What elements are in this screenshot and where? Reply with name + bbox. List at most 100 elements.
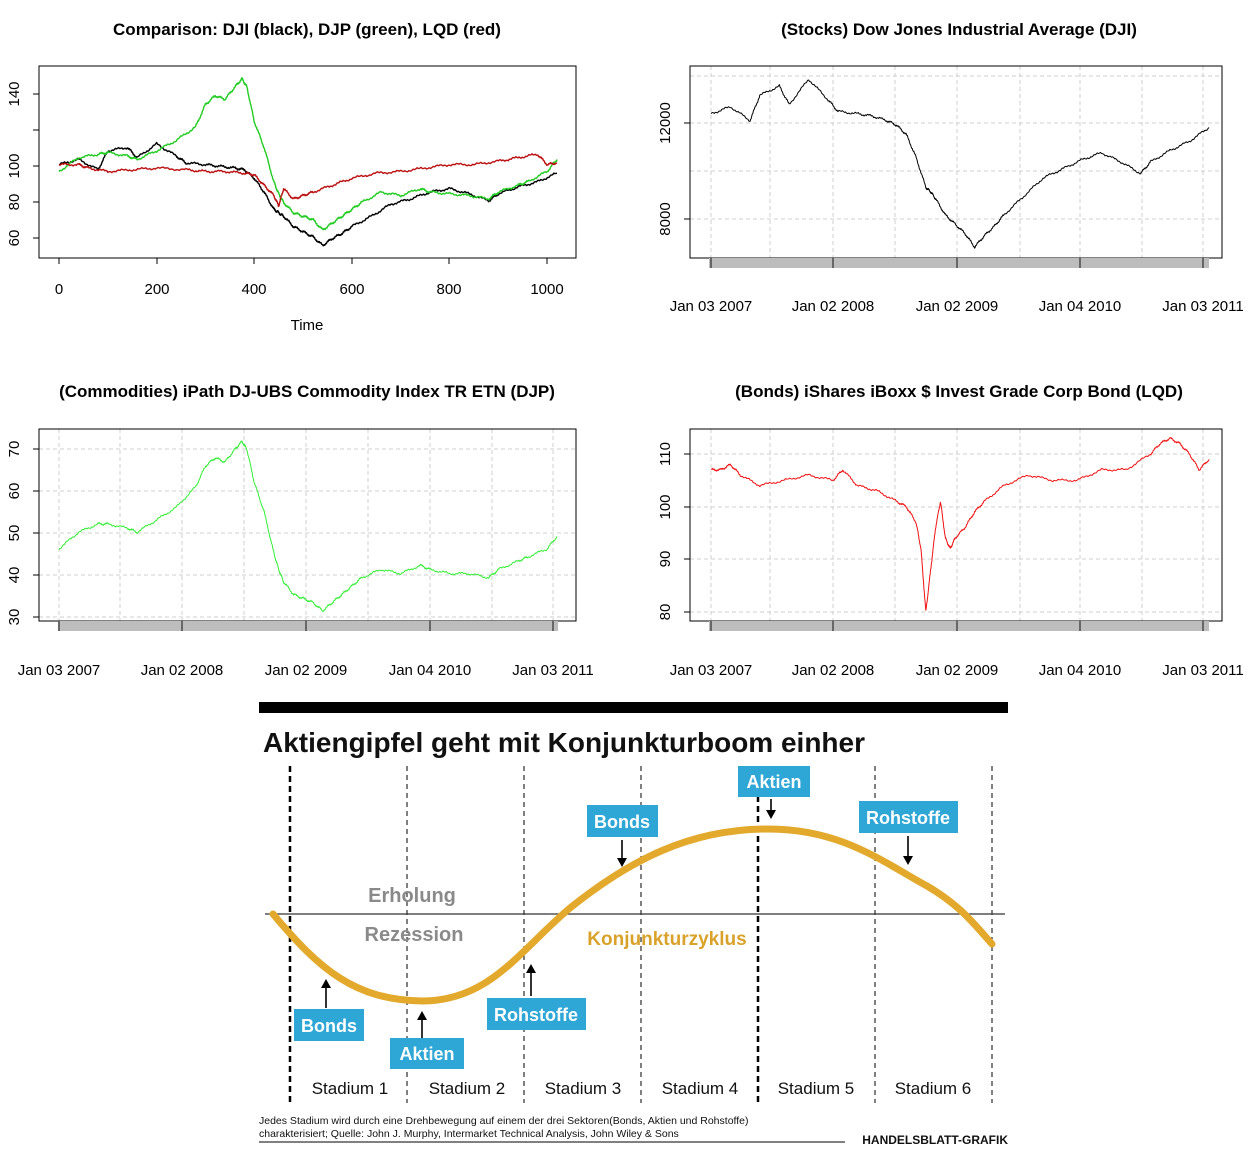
arrow-down-icon [766, 810, 776, 819]
curve-label: Konjunkturzyklus [587, 929, 746, 950]
comparison-x-tick-label: 800 [436, 281, 461, 298]
series-line-lqd [58, 153, 558, 208]
djp-grid [39, 429, 576, 621]
djp-date-rug [58, 621, 558, 631]
lqd-grid [690, 429, 1222, 621]
djp-y-tick-label: 60 [6, 483, 23, 500]
dji-y-tick-label: 12000 [657, 102, 674, 144]
comparison-x-tick-label: 400 [241, 281, 266, 298]
comparison-series-layer [58, 77, 558, 247]
arrow-down-icon [903, 856, 913, 865]
marker-box [587, 805, 658, 837]
footnote-line-2: charakterisiert; Quelle: John J. Murphy,… [259, 1128, 679, 1140]
djp-x-tick-label: Jan 03 2011 [512, 662, 593, 679]
cycle-diagram: Aktiengipfel geht mit Konjunkturboom ein… [259, 702, 1008, 1147]
marker-label: Aktien [746, 772, 801, 792]
arrow-down-icon [617, 858, 627, 867]
dji-x-tick-label: Jan 03 2007 [670, 298, 753, 315]
footnote-line-1: Jedes Stadium wird durch eine Drehbewegu… [259, 1115, 749, 1127]
comparison-x-axis-label: Time [291, 317, 324, 334]
djp-y-tick-label: 50 [6, 525, 23, 542]
dji-date-rug [709, 258, 1209, 268]
dji-rug-ticks [710, 258, 1204, 268]
djp-chart: (Commodities) iPath DJ-UBS Commodity Ind… [6, 382, 594, 679]
marker-label: Bonds [594, 812, 650, 832]
dji-chart: (Stocks) Dow Jones Industrial Average (D… [657, 20, 1244, 315]
stage-label: Stadium 6 [895, 1079, 972, 1098]
lqd-series-layer [710, 437, 1210, 611]
comparison-y-tick-label: 140 [6, 81, 23, 106]
comparison-chart-title: Comparison: DJI (black), DJP (green), LQ… [113, 20, 501, 39]
stage-label: Stadium 4 [662, 1079, 739, 1098]
marker-bonds-high: Bonds [587, 805, 658, 867]
handelsblatt-credit: HANDELSBLATT-GRAFIK [862, 1133, 1008, 1147]
diagram-title: Aktiengipfel geht mit Konjunkturboom ein… [263, 727, 865, 758]
djp-chart-title: (Commodities) iPath DJ-UBS Commodity Ind… [59, 382, 555, 401]
djp-x-tick-label: Jan 04 2010 [389, 662, 472, 679]
diagram-top-bar [259, 702, 1008, 713]
marker-aktien-low: Aktien [390, 1011, 464, 1069]
marker-bonds-low: Bonds [294, 979, 364, 1041]
djp-x-tick-label: Jan 02 2009 [265, 662, 348, 679]
marker-box [738, 766, 810, 797]
djp-series-layer [58, 440, 558, 612]
marker-box [390, 1038, 464, 1069]
lqd-x-tick-label: Jan 03 2007 [670, 662, 753, 679]
comparison-y-tick-label: 60 [6, 230, 23, 247]
dji-series-layer [710, 79, 1210, 249]
marker-label: Rohstoffe [866, 808, 950, 828]
comparison-x-tick-label: 1000 [530, 281, 563, 298]
djp-y-tick-label: 70 [6, 441, 23, 458]
stage-label: Stadium 2 [429, 1079, 506, 1098]
arrow-up-icon [417, 1011, 427, 1020]
lqd-x-tick-label: Jan 02 2009 [916, 662, 999, 679]
marker-aktien-high: Aktien [738, 766, 810, 819]
marker-box [487, 998, 586, 1030]
series-line-lqd [710, 437, 1210, 611]
djp-rug-ticks [58, 621, 554, 631]
dji-x-tick-label: Jan 04 2010 [1039, 298, 1122, 315]
marker-rohstoffe-high: Rohstoffe [859, 801, 958, 865]
stage-label: Stadium 5 [778, 1079, 855, 1098]
dji-x-tick-label: Jan 02 2008 [792, 298, 875, 315]
comparison-x-tick-label: 200 [144, 281, 169, 298]
rezession-label: Rezession [365, 924, 464, 946]
djp-x-tick-label: Jan 02 2008 [141, 662, 224, 679]
comparison-x-tick-label: 0 [55, 281, 63, 298]
arrow-up-icon [321, 979, 331, 988]
lqd-x-tick-label: Jan 02 2008 [792, 662, 875, 679]
series-line-dji [58, 141, 558, 247]
lqd-x-tick-label: Jan 03 2011 [1162, 662, 1243, 679]
djp-x-tick-label: Jan 03 2007 [18, 662, 101, 679]
lqd-y-tick-label: 80 [657, 604, 674, 621]
marker-rohstoffe-low: Rohstoffe [487, 964, 586, 1030]
business-cycle-curve [269, 825, 996, 1005]
lqd-y-tick-label: 110 [657, 442, 674, 466]
dji-x-tick-label: Jan 03 2011 [1162, 298, 1243, 315]
dji-grid [690, 66, 1222, 258]
djp-y-tick-label: 40 [6, 567, 23, 584]
lqd-y-tick-label: 90 [657, 551, 674, 568]
comparison-chart: Comparison: DJI (black), DJP (green), LQ… [6, 20, 577, 334]
djp-y-tick-label: 30 [6, 609, 23, 626]
lqd-x-tick-label: Jan 04 2010 [1039, 662, 1122, 679]
comparison-y-tick-label: 80 [6, 194, 23, 211]
dji-y-tick-label: 8000 [657, 202, 674, 235]
lqd-chart: (Bonds) iShares iBoxx $ Invest Grade Cor… [657, 382, 1244, 679]
marker-label: Rohstoffe [494, 1005, 578, 1025]
lqd-rug-ticks [710, 621, 1204, 631]
lqd-y-tick-label: 100 [657, 494, 674, 519]
marker-label: Aktien [399, 1044, 454, 1064]
marker-box [859, 801, 958, 833]
stage-label: Stadium 1 [312, 1079, 389, 1098]
series-line-djp [58, 440, 558, 612]
comparison-y-tick-label: 100 [6, 153, 23, 178]
lqd-date-rug [709, 621, 1209, 631]
series-line-dji [710, 79, 1210, 249]
marker-box [294, 1009, 364, 1041]
stage-label: Stadium 3 [545, 1079, 622, 1098]
comparison-x-tick-label: 600 [339, 281, 364, 298]
dji-x-tick-label: Jan 02 2009 [916, 298, 999, 315]
lqd-chart-title: (Bonds) iShares iBoxx $ Invest Grade Cor… [735, 382, 1183, 401]
